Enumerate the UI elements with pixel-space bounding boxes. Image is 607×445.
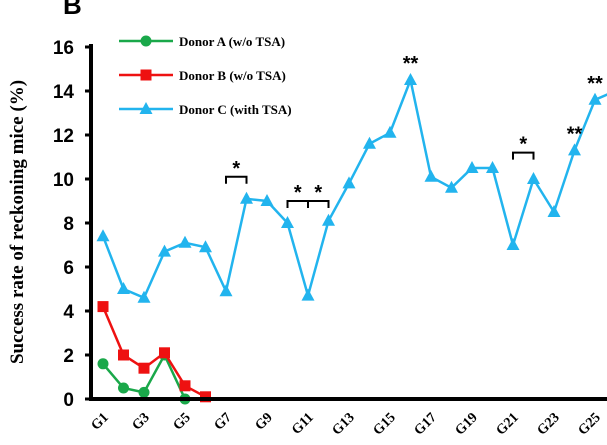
point-marker — [486, 161, 499, 173]
point-marker — [118, 349, 129, 361]
x-tick-label: G11 — [289, 410, 317, 438]
significance-star: ** — [567, 123, 583, 145]
point-marker — [139, 102, 153, 114]
point-marker — [342, 176, 356, 189]
x-tick-label: G23 — [535, 410, 563, 438]
y-axis-label: Success rate of reckoning mice (%) — [7, 80, 28, 364]
series-square — [97, 301, 211, 403]
point-marker — [547, 205, 561, 217]
point-marker — [158, 244, 171, 257]
point-marker — [179, 380, 191, 392]
point-marker — [568, 143, 581, 156]
legend-label: Donor C (with TSA) — [179, 102, 292, 117]
legend-item: Donor A (w/o TSA) — [119, 34, 285, 49]
point-marker — [445, 180, 458, 193]
series-circle — [97, 349, 191, 405]
legend-item: Donor B (w/o TSA) — [119, 68, 286, 83]
x-axis: G1 G3 G5 G7 G9 G11 G13 G15 G17 G19 G21 G23 G25 — [89, 410, 604, 438]
y-tick-label: 4 — [63, 302, 74, 323]
significance-star: ** — [403, 53, 419, 75]
point-marker — [424, 169, 438, 182]
y-tick-label: 10 — [53, 170, 74, 191]
point-marker — [199, 240, 212, 253]
x-tick-label: G19 — [453, 410, 481, 438]
point-marker — [97, 301, 109, 313]
x-tick-label: G13 — [330, 410, 358, 438]
point-marker — [96, 229, 110, 242]
significance-star: * — [232, 158, 240, 180]
significance-bracket — [307, 200, 330, 208]
point-marker — [383, 125, 397, 138]
point-marker — [97, 358, 109, 370]
significance-bracket — [512, 151, 535, 160]
x-tick-label: G17 — [412, 410, 440, 438]
point-marker — [118, 382, 129, 394]
point-marker — [159, 347, 170, 359]
y-tick-label: 6 — [63, 258, 74, 279]
point-marker — [527, 172, 540, 184]
point-marker — [138, 362, 150, 374]
point-marker — [200, 391, 211, 403]
point-marker — [281, 216, 294, 228]
y-axis: 0 2 4 6 8 10 12 14 16 — [53, 38, 93, 411]
point-marker — [219, 284, 233, 297]
significance-star: ** — [587, 73, 603, 95]
point-marker — [588, 92, 602, 105]
series-triangle — [96, 73, 607, 303]
y-tick-label: 14 — [53, 82, 75, 103]
point-marker — [363, 136, 376, 149]
x-tick-label: G7 — [212, 410, 235, 433]
significance-star: * — [314, 182, 322, 204]
point-marker — [260, 194, 274, 206]
legend-label: Donor A (w/o TSA) — [179, 34, 285, 49]
series-layer — [96, 73, 607, 405]
point-marker — [506, 238, 520, 250]
point-marker — [301, 288, 315, 301]
point-marker — [240, 191, 253, 204]
x-tick-label: G21 — [494, 410, 522, 438]
point-marker — [465, 161, 479, 173]
point-marker — [404, 73, 417, 85]
significance-star: * — [294, 182, 302, 204]
significance-star: * — [519, 134, 527, 156]
x-tick-label: G1 — [89, 410, 112, 433]
point-marker — [140, 69, 152, 81]
point-marker — [117, 282, 130, 294]
x-tick-label: G5 — [171, 410, 194, 433]
point-marker — [322, 213, 335, 226]
point-marker — [140, 35, 152, 47]
legend: Donor A (w/o TSA) Donor B (w/o TSA) Donor … — [119, 34, 292, 117]
y-tick-label: 0 — [63, 390, 74, 411]
significance-annotations: ** **** **** — [225, 53, 603, 208]
point-marker — [138, 386, 150, 398]
significance-bracket — [225, 175, 248, 184]
y-tick-label: 2 — [63, 346, 74, 367]
legend-item: Donor C (with TSA) — [119, 102, 292, 117]
x-tick-label: G25 — [576, 410, 604, 438]
x-tick-label: G15 — [371, 410, 399, 438]
y-tick-label: 12 — [53, 126, 74, 147]
point-marker — [178, 235, 192, 248]
x-tick-label: G9 — [253, 410, 276, 433]
panel-letter: B — [63, 0, 82, 20]
x-tick-label: G3 — [130, 410, 153, 433]
point-marker — [137, 290, 151, 303]
y-tick-label: 8 — [63, 214, 74, 235]
y-tick-label: 16 — [53, 38, 74, 59]
legend-label: Donor B (w/o TSA) — [179, 68, 286, 83]
